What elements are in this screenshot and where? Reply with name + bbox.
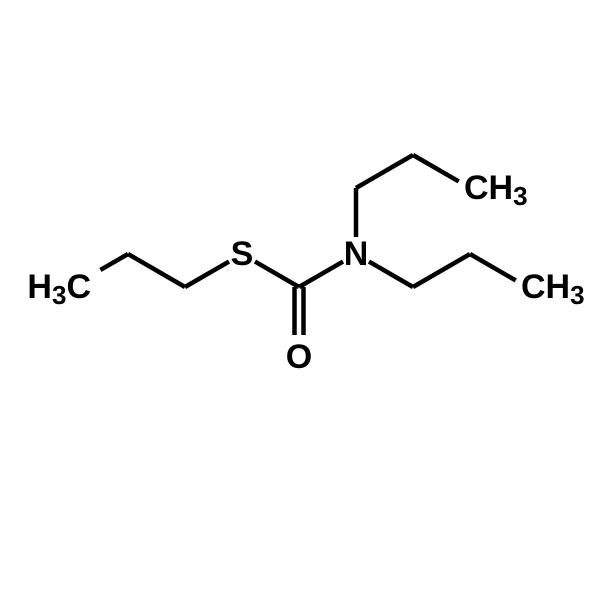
bond: [255, 262, 299, 287]
atom-label: CH3: [464, 169, 528, 211]
atom-label: CH3: [521, 268, 585, 310]
atom-label: N: [344, 235, 369, 273]
bond: [100, 254, 128, 270]
bond: [299, 262, 343, 287]
bond: [413, 254, 470, 287]
bond: [356, 155, 413, 188]
bond: [470, 254, 516, 280]
atom-label: S: [231, 235, 254, 273]
bond: [185, 262, 229, 287]
bond: [128, 254, 185, 287]
atom-label: O: [286, 338, 312, 376]
molecule-canvas: H3C S O N CH3 CH3: [0, 0, 600, 600]
bond: [413, 155, 459, 181]
atom-label: H3C: [27, 268, 91, 310]
bond: [369, 262, 413, 287]
